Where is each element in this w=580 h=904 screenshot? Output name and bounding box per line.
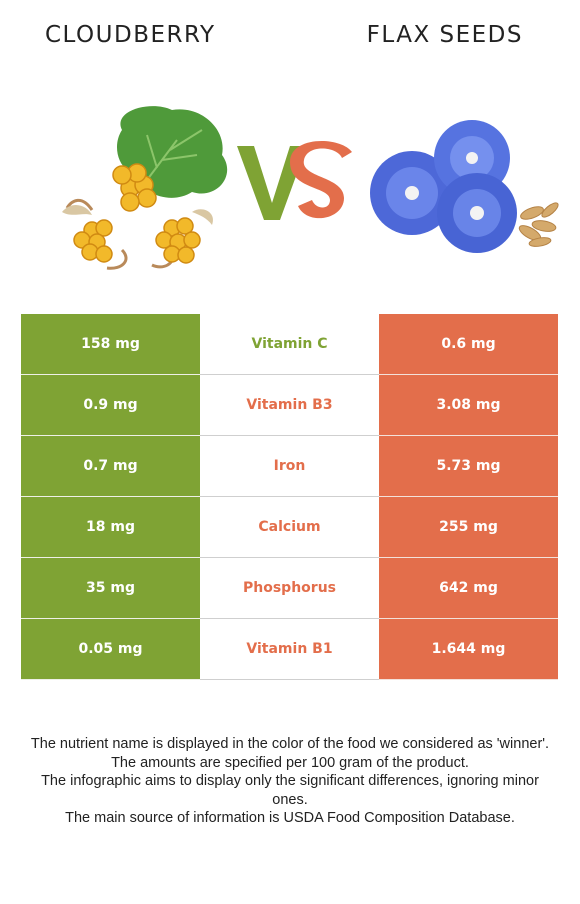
left-value: 18 mg [21,496,200,558]
nutrient-name: Vitamin B3 [200,374,379,436]
nutrient-name: Vitamin B1 [200,618,379,680]
right-food-title: FLAX SEEDS [366,22,523,48]
nutrient-name: Vitamin C [200,314,379,375]
right-value: 5.73 mg [379,435,558,497]
table-row: 35 mg Phosphorus 642 mg [21,557,558,619]
right-value: 0.6 mg [379,314,558,375]
left-value: 0.05 mg [21,618,200,680]
table-row: 0.9 mg Vitamin B3 3.08 mg [21,374,558,436]
left-value: 35 mg [21,557,200,619]
nutrient-name: Iron [200,435,379,497]
note-source: The main source of information is USDA F… [65,810,515,826]
right-value: 642 mg [379,557,558,619]
footnotes: The nutrient name is displayed in the co… [30,735,550,828]
right-value: 1.644 mg [379,618,558,680]
comparison-table: 158 mg Vitamin C 0.6 mg 0.9 mg Vitamin B3 3.0… [21,314,558,680]
note-aims: The infographic aims to display only the… [41,773,539,808]
note-winner: The nutrient name is displayed in the co… [30,736,550,752]
table-row: 0.7 mg Iron 5.73 mg [21,435,558,497]
note-amounts: The amounts are specified per 100 gram o… [111,754,469,771]
cloudberry-image [62,106,228,270]
vs-label [237,141,352,220]
table-row: 158 mg Vitamin C 0.6 mg [21,314,558,375]
flax-flower-image [370,120,559,253]
right-value: 3.08 mg [379,374,558,436]
table-row: 18 mg Calcium 255 mg [21,496,558,558]
nutrient-name: Calcium [200,496,379,558]
table-row: 0.05 mg Vitamin B1 1.644 mg [21,618,558,680]
left-food-title: CLOUDBERRY [45,22,216,48]
nutrient-name: Phosphorus [200,557,379,619]
left-value: 0.9 mg [21,374,200,436]
left-value: 158 mg [21,314,200,375]
left-value: 0.7 mg [21,435,200,497]
right-value: 255 mg [379,496,558,558]
